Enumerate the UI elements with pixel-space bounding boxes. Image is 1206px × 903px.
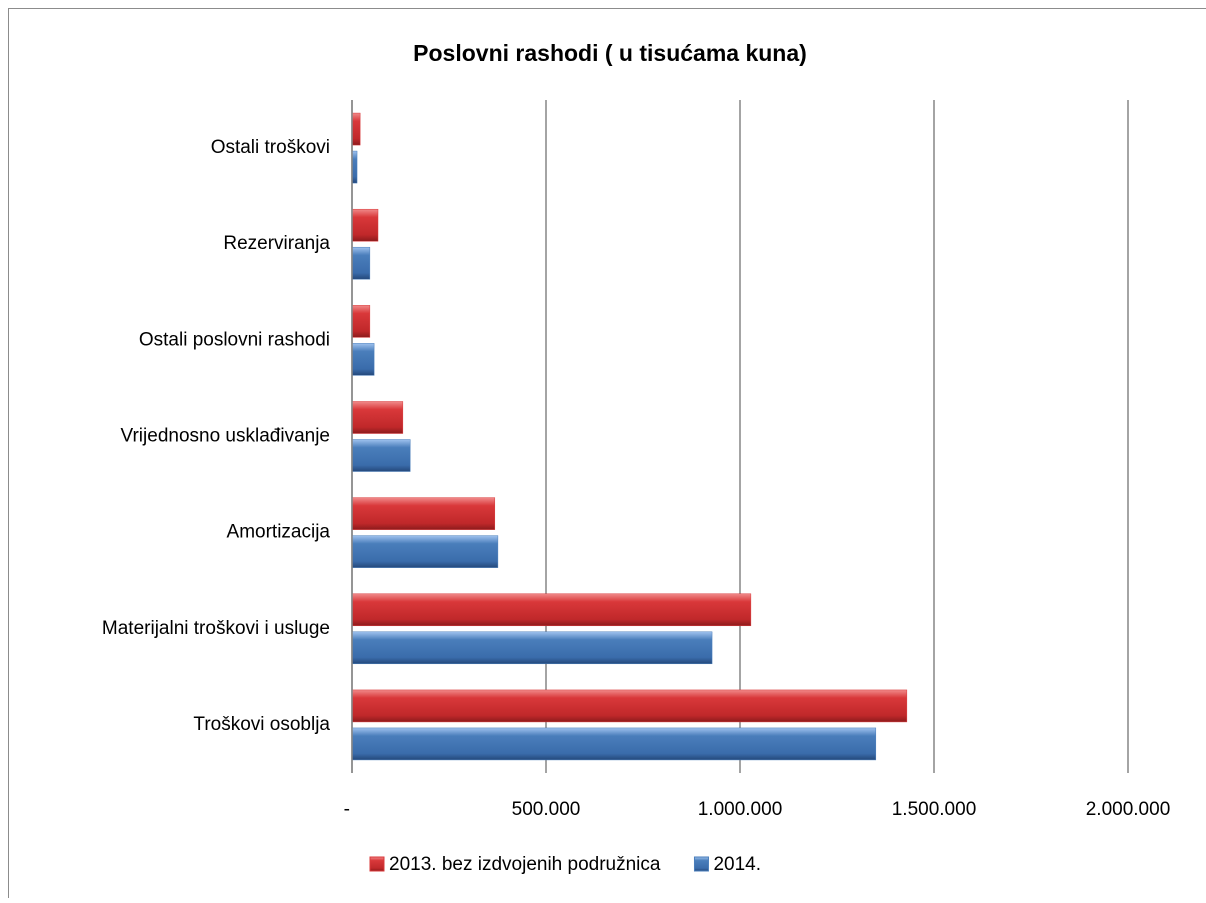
bar — [352, 594, 751, 626]
bar — [352, 402, 403, 434]
bar — [352, 343, 374, 375]
y-tick-label: Rezerviranja — [223, 233, 330, 254]
legend-swatch — [694, 857, 708, 871]
y-tick-label: Ostali poslovni rashodi — [139, 329, 330, 350]
legend-label: 2014. — [713, 854, 761, 875]
x-tick-label: 2.000.000 — [1086, 799, 1171, 820]
bar — [352, 247, 370, 279]
x-tick-label: 1.000.000 — [698, 799, 783, 820]
bar — [352, 632, 712, 664]
y-tick-label: Troškovi osoblja — [193, 714, 330, 735]
bar — [352, 728, 876, 760]
bar — [352, 690, 907, 722]
legend-swatch — [370, 857, 384, 871]
y-tick-label: Materijalni troškovi i usluge — [102, 618, 330, 639]
bar — [352, 440, 410, 472]
x-tick-label: 1.500.000 — [892, 799, 977, 820]
bar — [352, 209, 378, 241]
x-tick-label: 500.000 — [512, 799, 581, 820]
bar — [352, 498, 495, 530]
chart-frame — [9, 9, 1206, 899]
bar — [352, 305, 370, 337]
y-tick-label: Vrijednosno usklađivanje — [121, 426, 330, 447]
legend-label: 2013. bez izdvojenih podružnica — [389, 854, 661, 875]
bar — [352, 536, 498, 568]
y-tick-label: Amortizacija — [227, 522, 331, 543]
chart-title: Poslovni rashodi ( u tisućama kuna) — [413, 40, 807, 66]
bar — [352, 151, 357, 183]
x-tick-label: - — [344, 799, 350, 820]
bar — [352, 113, 360, 145]
y-tick-label: Ostali troškovi — [211, 137, 330, 158]
